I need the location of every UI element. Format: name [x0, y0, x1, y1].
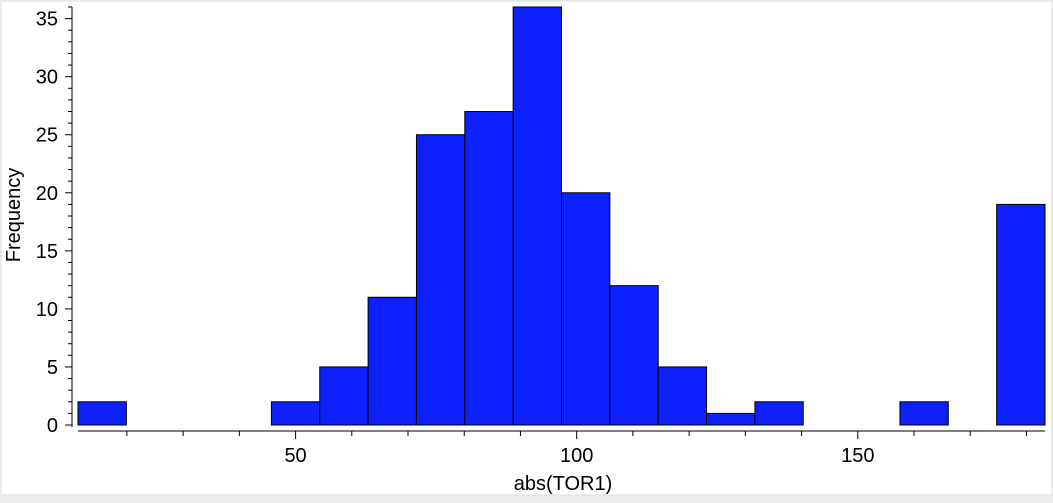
y-tick-label: 25 — [36, 125, 58, 147]
bars-group — [77, 6, 1046, 426]
histogram-bar — [319, 366, 369, 426]
histogram-bar — [657, 366, 708, 426]
x-tick-label: 50 — [284, 445, 306, 467]
histogram-bar — [415, 134, 466, 426]
histogram-bar — [899, 401, 949, 426]
histogram-bar — [609, 285, 659, 426]
histogram-bar — [561, 192, 611, 426]
histogram-bar — [996, 203, 1046, 426]
x-axis-label: abs(TOR1) — [514, 473, 613, 495]
y-tick-label: 5 — [47, 357, 58, 379]
histogram-bar — [367, 296, 417, 426]
histogram-bar — [706, 412, 756, 426]
histogram-bar — [464, 111, 514, 426]
x-tick-label: 100 — [560, 445, 593, 467]
y-tick-label: 35 — [36, 9, 58, 31]
y-tick-label: 20 — [36, 183, 58, 205]
y-tick-label: 15 — [36, 241, 58, 263]
y-tick-label: 10 — [36, 299, 58, 321]
histogram-bar — [754, 401, 804, 426]
histogram-bar — [77, 401, 127, 426]
y-tick-label: 30 — [36, 67, 58, 89]
y-axis-label: Frequency — [3, 168, 25, 263]
y-axis: 0 5 10 15 20 25 30 35 — [36, 6, 73, 437]
x-axis: 50 100 150 — [78, 430, 1045, 467]
histogram-bar — [270, 401, 321, 426]
y-tick-label: 0 — [47, 415, 58, 437]
histogram-bar — [512, 6, 563, 426]
x-tick-label: 150 — [841, 445, 874, 467]
